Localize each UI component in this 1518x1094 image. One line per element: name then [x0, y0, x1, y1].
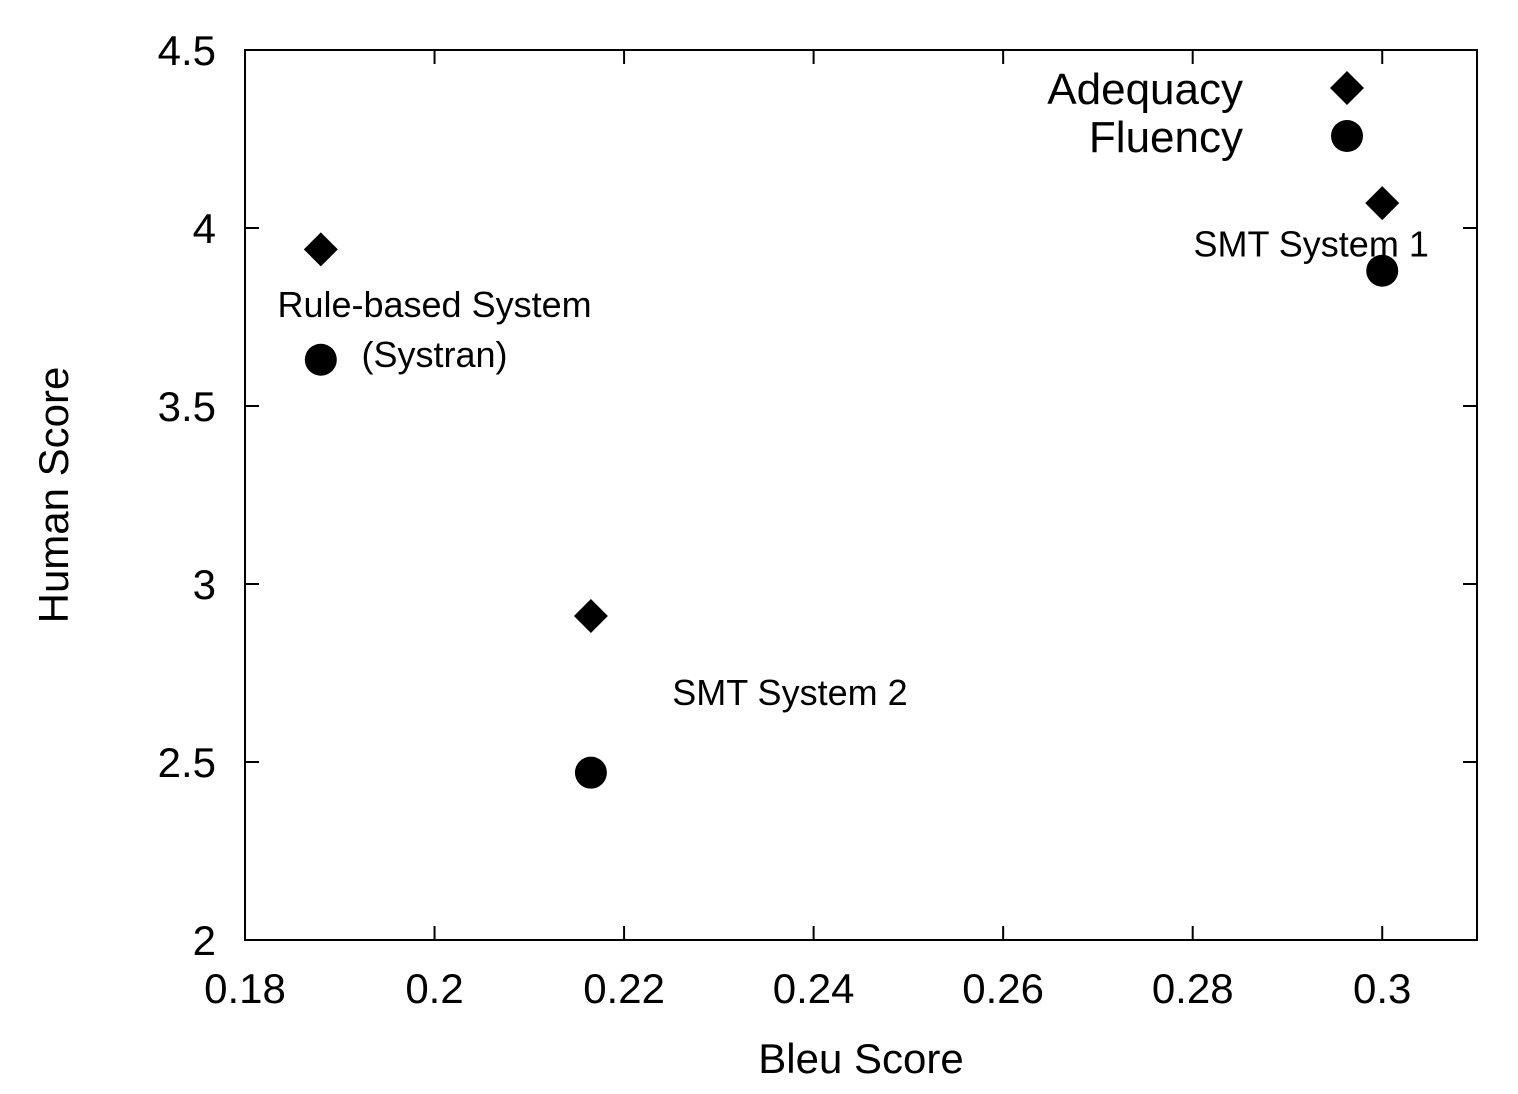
- adequacy-point: [303, 232, 338, 267]
- x-tick-label: 0.18: [204, 965, 286, 1012]
- x-tick-label: 0.22: [583, 965, 665, 1012]
- x-tick-label: 0.2: [405, 965, 463, 1012]
- annotation-label: SMT System 1: [1193, 223, 1428, 264]
- x-tick-label: 0.26: [962, 965, 1044, 1012]
- point-annotations: Rule-based System (Systran) SMT System 2 SM…: [277, 223, 1428, 713]
- annotation-label: SMT System 2: [672, 672, 907, 713]
- annotation-label: Rule-based System: [277, 284, 591, 325]
- annotation-label: (Systran): [362, 334, 508, 375]
- x-tick-label: 0.3: [1353, 965, 1411, 1012]
- x-axis-title: Bleu Score: [758, 1035, 963, 1082]
- y-axis-title: Human Score: [30, 367, 77, 624]
- legend-marker-fluency: [1331, 120, 1363, 152]
- x-tick-label: 0.24: [773, 965, 855, 1012]
- fluency-point: [574, 756, 607, 789]
- legend-label: Fluency: [1089, 113, 1243, 162]
- y-tick-label: 3.5: [158, 383, 216, 430]
- legend-label: Adequacy: [1047, 65, 1243, 114]
- y-tick-label: 4: [193, 205, 216, 252]
- legend-marker-adequacy: [1330, 71, 1364, 105]
- axis-tick-labels: 0.18 0.2 0.22 0.24 0.26 0.28 0.3 2 2.5 3 3.5 4 4.5: [158, 27, 1412, 1012]
- y-tick-label: 2: [193, 917, 216, 964]
- axis-ticks: [244, 49, 1477, 941]
- plot-frame: [244, 49, 1478, 941]
- fluency-point: [304, 343, 337, 376]
- y-tick-label: 3: [193, 561, 216, 608]
- data-points: [303, 186, 1400, 789]
- y-tick-label: 4.5: [158, 27, 216, 74]
- y-tick-label: 2.5: [158, 739, 216, 786]
- fluency-point: [1366, 254, 1399, 287]
- adequacy-point: [1365, 186, 1400, 221]
- x-tick-label: 0.28: [1152, 965, 1234, 1012]
- adequacy-point: [573, 599, 608, 634]
